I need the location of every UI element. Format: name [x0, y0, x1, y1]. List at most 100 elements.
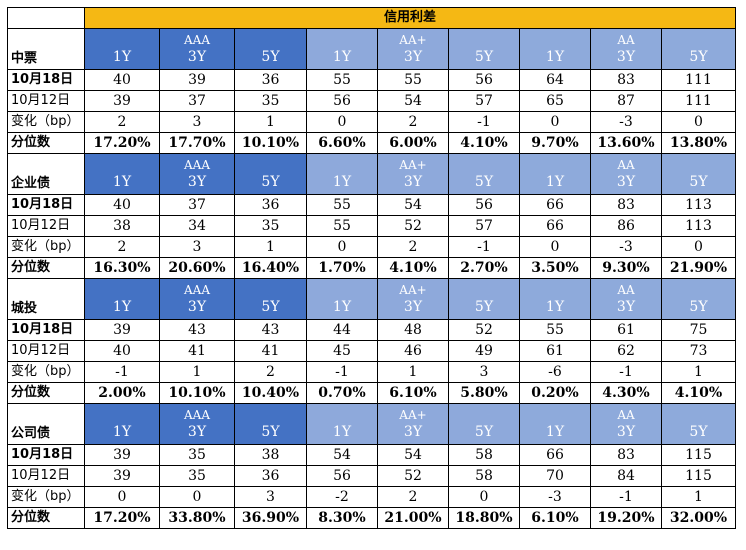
- value-cell: 20.60%: [159, 257, 235, 279]
- tenor-label: 5Y: [689, 174, 708, 190]
- value-cell: 34: [159, 215, 235, 237]
- value-cell: 52: [448, 319, 520, 341]
- value-cell: 2: [84, 111, 160, 133]
- value-cell: -1: [448, 236, 520, 258]
- value-cell: 17.20%: [84, 507, 160, 529]
- value-cell: -3: [590, 111, 662, 133]
- value-cell: 49: [448, 340, 520, 362]
- grade-label: AA+: [399, 408, 427, 422]
- value-cell: 0: [661, 111, 736, 133]
- value-cell: 55: [306, 69, 378, 91]
- grade-label: [308, 407, 377, 423]
- value-cell: 58: [448, 465, 520, 487]
- row-label: 变化（bp）: [7, 486, 85, 508]
- value-cell: 54: [306, 444, 378, 466]
- tenor-label: 3Y: [403, 299, 423, 315]
- tenor-label: 1Y: [112, 299, 132, 315]
- value-cell: 56: [306, 465, 378, 487]
- value-cell: -2: [306, 486, 378, 508]
- value-cell: -1: [590, 361, 662, 383]
- value-cell: 55: [519, 319, 591, 341]
- value-cell: 73: [661, 340, 736, 362]
- grade-label: [521, 32, 590, 48]
- tenor-label: 3Y: [187, 174, 207, 190]
- row-label: 变化（bp）: [7, 111, 85, 133]
- value-cell: 0: [159, 486, 235, 508]
- grade-label: AA+: [399, 158, 427, 172]
- value-cell: -1: [590, 486, 662, 508]
- value-cell: 36: [234, 465, 307, 487]
- header-aaa-1: 1Y: [84, 278, 160, 320]
- row-label: 10月18日: [7, 319, 85, 341]
- value-cell: 56: [448, 194, 520, 216]
- tenor-label: 5Y: [261, 424, 280, 440]
- value-cell: 115: [661, 465, 736, 487]
- value-cell: 0.20%: [519, 382, 591, 404]
- value-cell: 21.90%: [661, 257, 736, 279]
- header-aaa-3: 5Y: [234, 278, 307, 320]
- section-label: 中票: [7, 28, 85, 70]
- header-aa-3: 5Y: [661, 153, 736, 195]
- value-cell: 66: [519, 215, 591, 237]
- header-aa-2: AA 3Y: [590, 153, 662, 195]
- tenor-label: 3Y: [403, 174, 423, 190]
- value-cell: 40: [84, 69, 160, 91]
- value-cell: 48: [377, 319, 449, 341]
- value-cell: 46: [377, 340, 449, 362]
- header-aa-plus-3: 5Y: [448, 278, 520, 320]
- table-row: 10月12日 39 37 35 56 54 57 65 87 111: [7, 90, 736, 112]
- grade-label: AA+: [399, 33, 427, 47]
- header-aaa-1: 1Y: [84, 153, 160, 195]
- header-aaa-2: AAA 3Y: [159, 28, 235, 70]
- value-cell: 70: [519, 465, 591, 487]
- header-aa-3: 5Y: [661, 403, 736, 445]
- value-cell: 52: [377, 215, 449, 237]
- table-row: 分位数 2.00% 10.10% 10.40% 0.70% 6.10% 5.80% 0.20%…: [7, 382, 736, 404]
- grade-label: AA+: [399, 283, 427, 297]
- value-cell: 1: [377, 361, 449, 383]
- row-label: 分位数: [7, 132, 85, 154]
- header-aa-plus-2: AA+ 3Y: [377, 403, 449, 445]
- value-cell: 39: [84, 444, 160, 466]
- header-aa-2: AA 3Y: [590, 28, 662, 70]
- grade-label: [86, 282, 159, 298]
- row-label: 10月12日: [7, 90, 85, 112]
- value-cell: 3: [448, 361, 520, 383]
- header-aaa-2: AAA 3Y: [159, 403, 235, 445]
- value-cell: 55: [377, 69, 449, 91]
- tenor-label: 1Y: [112, 49, 132, 65]
- value-cell: 10.40%: [234, 382, 307, 404]
- row-label: 10月18日: [7, 194, 85, 216]
- grade-label: [450, 32, 519, 48]
- header-aa-plus-2: AA+ 3Y: [377, 28, 449, 70]
- tenor-label: 1Y: [112, 174, 132, 190]
- grade-label: [308, 157, 377, 173]
- value-cell: 37: [159, 90, 235, 112]
- value-cell: 36: [234, 194, 307, 216]
- grade-label: [236, 407, 306, 423]
- grade-label: AA: [617, 33, 635, 47]
- tenor-label: 5Y: [689, 299, 708, 315]
- grade-label: [521, 407, 590, 423]
- value-cell: 0: [306, 236, 378, 258]
- tenor-label: 1Y: [332, 174, 352, 190]
- value-cell: 113: [661, 215, 736, 237]
- tenor-label: 1Y: [545, 174, 565, 190]
- value-cell: 40: [84, 194, 160, 216]
- tenor-label: 1Y: [332, 49, 352, 65]
- header-aaa-2: AAA 3Y: [159, 278, 235, 320]
- tenor-label: 5Y: [474, 424, 494, 440]
- value-cell: 38: [234, 444, 307, 466]
- value-cell: 35: [159, 444, 235, 466]
- value-cell: 55: [306, 215, 378, 237]
- value-cell: 8.30%: [306, 507, 378, 529]
- table-title: 信用利差: [84, 7, 736, 29]
- header-aa-3: 5Y: [661, 278, 736, 320]
- value-cell: 83: [590, 69, 662, 91]
- value-cell: 84: [590, 465, 662, 487]
- value-cell: 2.70%: [448, 257, 520, 279]
- header-aaa-3: 5Y: [234, 28, 307, 70]
- value-cell: 3.50%: [519, 257, 591, 279]
- header-aa-1: 1Y: [519, 278, 591, 320]
- value-cell: 57: [448, 90, 520, 112]
